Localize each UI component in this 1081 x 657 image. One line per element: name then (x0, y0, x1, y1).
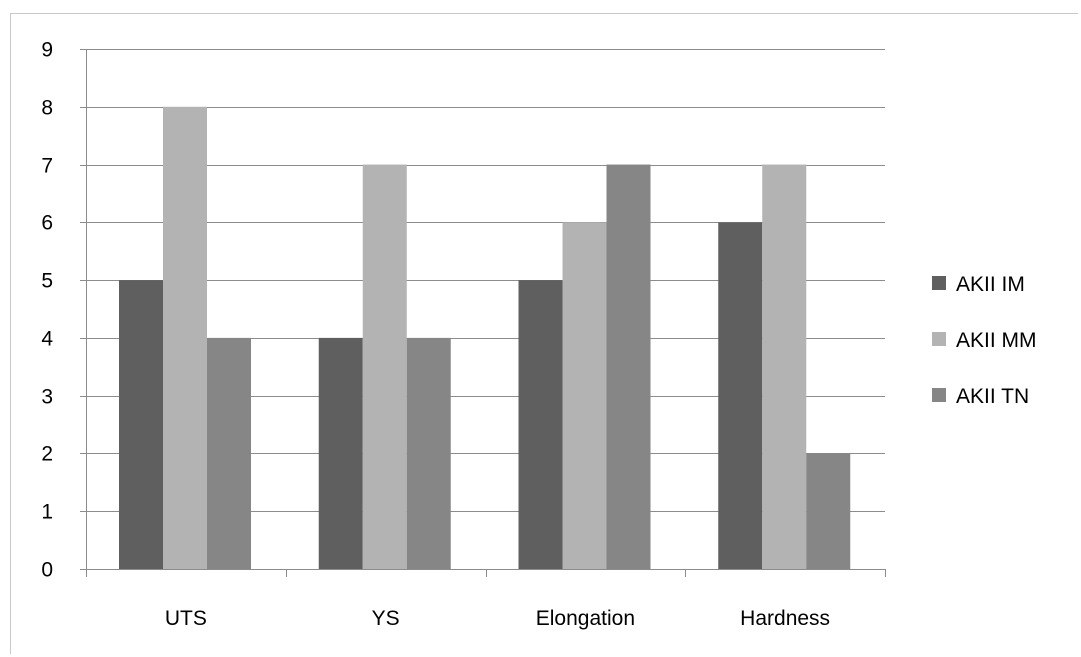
bars (119, 106, 851, 570)
legend-label: AKII IM (956, 273, 1025, 296)
legend-swatch (932, 332, 946, 346)
x-tick-label: UTS (165, 607, 207, 630)
bar-akii-mm-ys (362, 164, 407, 570)
y-tick-label: 0 (41, 559, 53, 582)
x-tick-label: Hardness (740, 607, 830, 630)
y-tick-label: 1 (41, 501, 53, 524)
bar-akii-tn-ys (406, 337, 451, 569)
bar-akii-tn-hardness (806, 453, 851, 569)
y-tick-label: 2 (41, 443, 53, 466)
chart-frame (10, 13, 1078, 654)
bar-akii-im-ys (318, 337, 363, 569)
bar-akii-im-elongation (518, 280, 563, 569)
bar-akii-mm-hardness (762, 164, 807, 570)
y-tick-label: 8 (41, 97, 53, 120)
y-tick-label: 7 (41, 155, 53, 178)
bar-akii-im-uts (119, 280, 163, 569)
bar-akii-tn-elongation (606, 164, 651, 570)
x-tick-labels: UTS YS Elongation Hardness (165, 607, 830, 630)
y-tick-label: 3 (41, 386, 53, 409)
legend-label: AKII TN (956, 385, 1029, 408)
y-tick-label: 9 (41, 39, 53, 62)
x-tick-label: YS (372, 607, 400, 630)
y-tick-label: 4 (41, 328, 53, 351)
legend: AKII IM AKII MM AKII TN (932, 273, 1037, 408)
bar-akii-tn-uts (207, 337, 251, 569)
y-tick-label: 6 (41, 212, 53, 235)
bar-akii-mm-uts (163, 106, 207, 570)
axes (80, 49, 886, 577)
bar-akii-mm-elongation (562, 222, 607, 570)
x-tick-label: Elongation (536, 607, 635, 630)
y-tick-label: 5 (41, 270, 53, 293)
y-tick-labels: 0 1 2 3 4 5 6 7 8 9 (41, 39, 53, 582)
bar-akii-im-hardness (718, 222, 763, 570)
legend-label: AKII MM (956, 329, 1037, 352)
legend-swatch (932, 276, 946, 290)
legend-swatch (932, 388, 946, 402)
